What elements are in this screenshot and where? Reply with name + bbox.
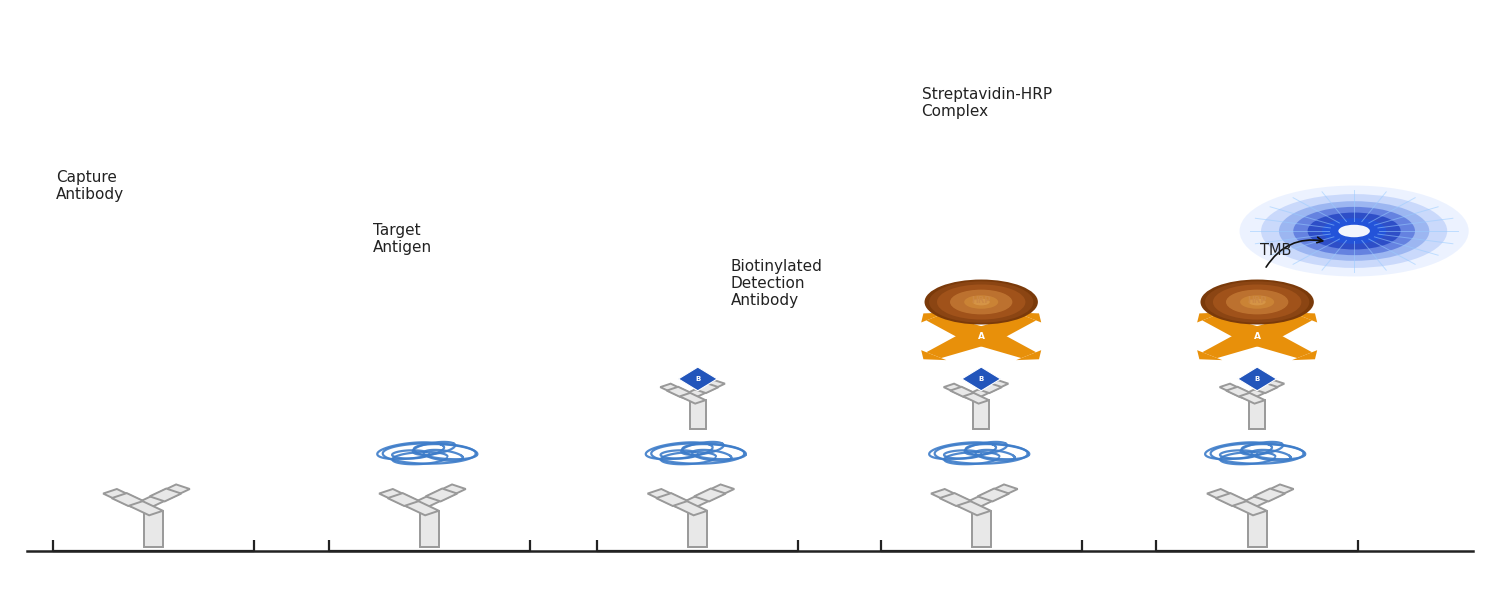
Circle shape [1262, 194, 1448, 268]
Polygon shape [1215, 493, 1246, 506]
Circle shape [972, 299, 990, 305]
Polygon shape [1254, 383, 1278, 393]
Polygon shape [1242, 314, 1312, 342]
Polygon shape [694, 383, 718, 393]
Circle shape [950, 290, 1012, 314]
Polygon shape [939, 493, 970, 506]
Polygon shape [1203, 314, 1272, 342]
FancyBboxPatch shape [420, 511, 440, 547]
Circle shape [1204, 281, 1310, 323]
Polygon shape [950, 387, 974, 397]
Polygon shape [927, 314, 996, 342]
Polygon shape [1220, 383, 1264, 404]
Polygon shape [1242, 331, 1312, 358]
Text: Streptavidin-HRP
Complex: Streptavidin-HRP Complex [921, 87, 1052, 119]
FancyBboxPatch shape [972, 511, 992, 547]
Polygon shape [694, 488, 726, 502]
Text: B: B [694, 376, 700, 382]
FancyBboxPatch shape [688, 511, 708, 547]
Polygon shape [921, 350, 946, 360]
Polygon shape [648, 489, 708, 515]
Text: Capture
Antibody: Capture Antibody [57, 170, 125, 202]
Circle shape [1248, 299, 1266, 305]
Circle shape [1226, 290, 1288, 314]
Text: B: B [1254, 376, 1260, 382]
Polygon shape [1292, 313, 1317, 322]
Circle shape [1240, 295, 1274, 309]
Text: B: B [978, 376, 984, 382]
Text: HRP: HRP [972, 296, 992, 305]
Polygon shape [150, 488, 182, 502]
Polygon shape [1016, 313, 1041, 322]
Text: A: A [978, 332, 984, 341]
Circle shape [924, 280, 1038, 325]
Polygon shape [1208, 489, 1266, 515]
Polygon shape [406, 484, 466, 511]
Polygon shape [958, 484, 1017, 511]
Polygon shape [963, 380, 1008, 400]
Polygon shape [1197, 313, 1222, 322]
Polygon shape [130, 484, 190, 511]
Polygon shape [678, 367, 717, 391]
Circle shape [1280, 201, 1430, 261]
FancyBboxPatch shape [1248, 511, 1266, 547]
Circle shape [928, 281, 1034, 323]
Circle shape [1308, 212, 1401, 250]
Polygon shape [660, 383, 705, 404]
Polygon shape [111, 493, 144, 506]
Polygon shape [944, 383, 988, 404]
Circle shape [1200, 280, 1314, 325]
Polygon shape [978, 488, 1010, 502]
Circle shape [964, 295, 998, 309]
Polygon shape [680, 380, 724, 400]
Polygon shape [426, 488, 458, 502]
Polygon shape [1234, 484, 1293, 511]
Circle shape [1338, 225, 1370, 237]
FancyBboxPatch shape [144, 511, 164, 547]
Circle shape [1214, 284, 1302, 320]
Circle shape [1293, 207, 1414, 255]
Polygon shape [1226, 387, 1250, 397]
Polygon shape [962, 367, 1000, 391]
Polygon shape [932, 489, 992, 515]
Circle shape [1239, 185, 1468, 277]
Text: A: A [1254, 332, 1260, 341]
FancyBboxPatch shape [690, 400, 705, 430]
Polygon shape [1203, 331, 1272, 358]
Text: TMB: TMB [1260, 242, 1292, 257]
Polygon shape [1239, 380, 1284, 400]
Polygon shape [387, 493, 420, 506]
FancyBboxPatch shape [1250, 400, 1264, 430]
Text: HRP: HRP [1248, 296, 1268, 305]
Polygon shape [380, 489, 440, 515]
Polygon shape [1197, 350, 1222, 360]
Text: Target
Antigen: Target Antigen [372, 223, 432, 256]
Polygon shape [921, 313, 946, 322]
Polygon shape [966, 331, 1036, 358]
Circle shape [1322, 218, 1386, 244]
Polygon shape [656, 493, 688, 506]
Polygon shape [104, 489, 164, 515]
Polygon shape [1016, 350, 1041, 360]
Polygon shape [1292, 350, 1317, 360]
Polygon shape [1254, 488, 1286, 502]
Polygon shape [927, 331, 996, 358]
FancyBboxPatch shape [974, 400, 988, 430]
Polygon shape [966, 314, 1036, 342]
Text: Biotinylated
Detection
Antibody: Biotinylated Detection Antibody [730, 259, 822, 308]
Polygon shape [1238, 367, 1276, 391]
Circle shape [938, 284, 1026, 320]
Polygon shape [666, 387, 690, 397]
Polygon shape [978, 383, 1002, 393]
Polygon shape [675, 484, 735, 511]
